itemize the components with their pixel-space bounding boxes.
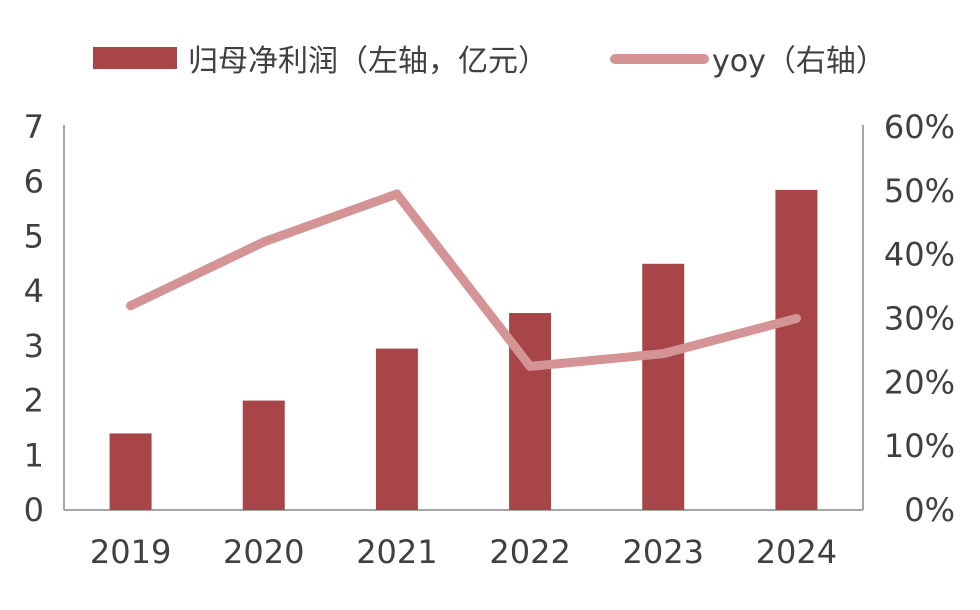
right-tick-label: 40% bbox=[884, 236, 955, 274]
legend-line-label: yoy（右轴） bbox=[712, 44, 886, 79]
x-tick-label: 2024 bbox=[756, 533, 837, 571]
legend-bar-swatch bbox=[93, 47, 177, 69]
bar-2024 bbox=[775, 189, 818, 510]
right-tick-label: 10% bbox=[884, 427, 955, 465]
yoy-point-2019 bbox=[126, 301, 136, 311]
left-tick-label: 3 bbox=[24, 327, 44, 365]
x-tick-label: 2019 bbox=[90, 533, 171, 571]
right-tick-label: 60% bbox=[884, 108, 955, 146]
x-tick-label: 2021 bbox=[356, 533, 437, 571]
left-tick-label: 5 bbox=[24, 217, 44, 255]
right-tick-label: 0% bbox=[904, 491, 955, 529]
x-tick-label: 2020 bbox=[223, 533, 304, 571]
line-series bbox=[126, 189, 801, 371]
left-axis-ticks: 0 1 2 3 4 5 6 7 bbox=[24, 108, 44, 529]
legend-bar-label: 归母净利润（左轴，亿元） bbox=[188, 44, 548, 79]
bar-2020 bbox=[242, 400, 285, 510]
x-axis-ticks: 2019 2020 2021 2022 2023 2024 bbox=[90, 533, 837, 571]
yoy-point-2023 bbox=[658, 349, 668, 359]
x-tick-label: 2023 bbox=[623, 533, 704, 571]
right-tick-label: 50% bbox=[884, 172, 955, 210]
yoy-point-2020 bbox=[259, 237, 269, 247]
right-tick-label: 30% bbox=[884, 300, 955, 338]
x-tick-label: 2022 bbox=[489, 533, 570, 571]
bar-series bbox=[109, 189, 818, 510]
left-tick-label: 1 bbox=[24, 436, 44, 474]
right-axis-ticks: 0% 10% 20% 30% 40% 50% 60% bbox=[884, 108, 955, 529]
right-tick-label: 20% bbox=[884, 363, 955, 401]
yoy-point-2022 bbox=[525, 361, 535, 371]
left-tick-label: 4 bbox=[24, 272, 44, 310]
bar-2021 bbox=[375, 348, 418, 510]
left-tick-label: 0 bbox=[24, 491, 44, 529]
yoy-line bbox=[126, 189, 801, 371]
left-tick-label: 2 bbox=[24, 382, 44, 420]
left-tick-label: 6 bbox=[24, 163, 44, 201]
legend: 归母净利润（左轴，亿元） yoy（右轴） bbox=[93, 44, 886, 79]
axes bbox=[63, 125, 864, 511]
bar-2019 bbox=[109, 433, 152, 510]
yoy-point-2021 bbox=[392, 189, 402, 199]
yoy-point-2024 bbox=[791, 314, 801, 323]
bar-2023 bbox=[642, 263, 685, 510]
left-tick-label: 7 bbox=[24, 108, 44, 146]
